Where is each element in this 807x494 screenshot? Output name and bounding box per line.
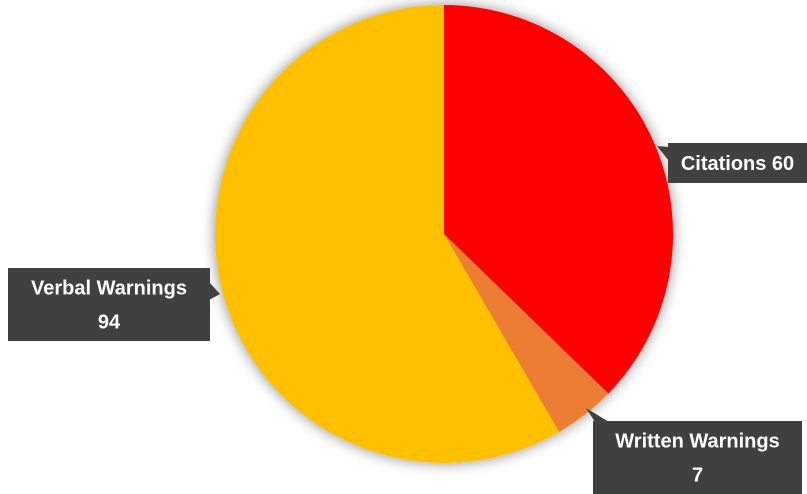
callout-box	[593, 421, 802, 494]
pie-slices	[215, 5, 673, 463]
pie-slice-verbal-warnings	[215, 5, 560, 463]
pie-slice-written-warnings	[444, 234, 609, 432]
data-label-citations: Citations 60	[657, 143, 807, 183]
data-labels: Citations 60 Written Warnings 7 Verbal Warn…	[8, 143, 807, 494]
pie-slice-citations	[444, 5, 673, 394]
data-label-verbal-warnings: Verbal Warnings 94	[8, 268, 220, 341]
callout-pointer	[209, 282, 220, 300]
data-label-value: 94	[98, 312, 121, 334]
data-label-written-warnings: Written Warnings 7	[586, 408, 802, 494]
data-label-value: 7	[692, 465, 703, 487]
data-label-text: Written Warnings	[615, 431, 779, 453]
data-label-text: Verbal Warnings	[31, 278, 187, 300]
callout-box	[668, 143, 807, 183]
callout-box	[8, 268, 210, 341]
callout-pointer	[657, 146, 669, 161]
callout-pointer	[586, 408, 609, 422]
data-label-text: Citations 60	[681, 153, 794, 175]
